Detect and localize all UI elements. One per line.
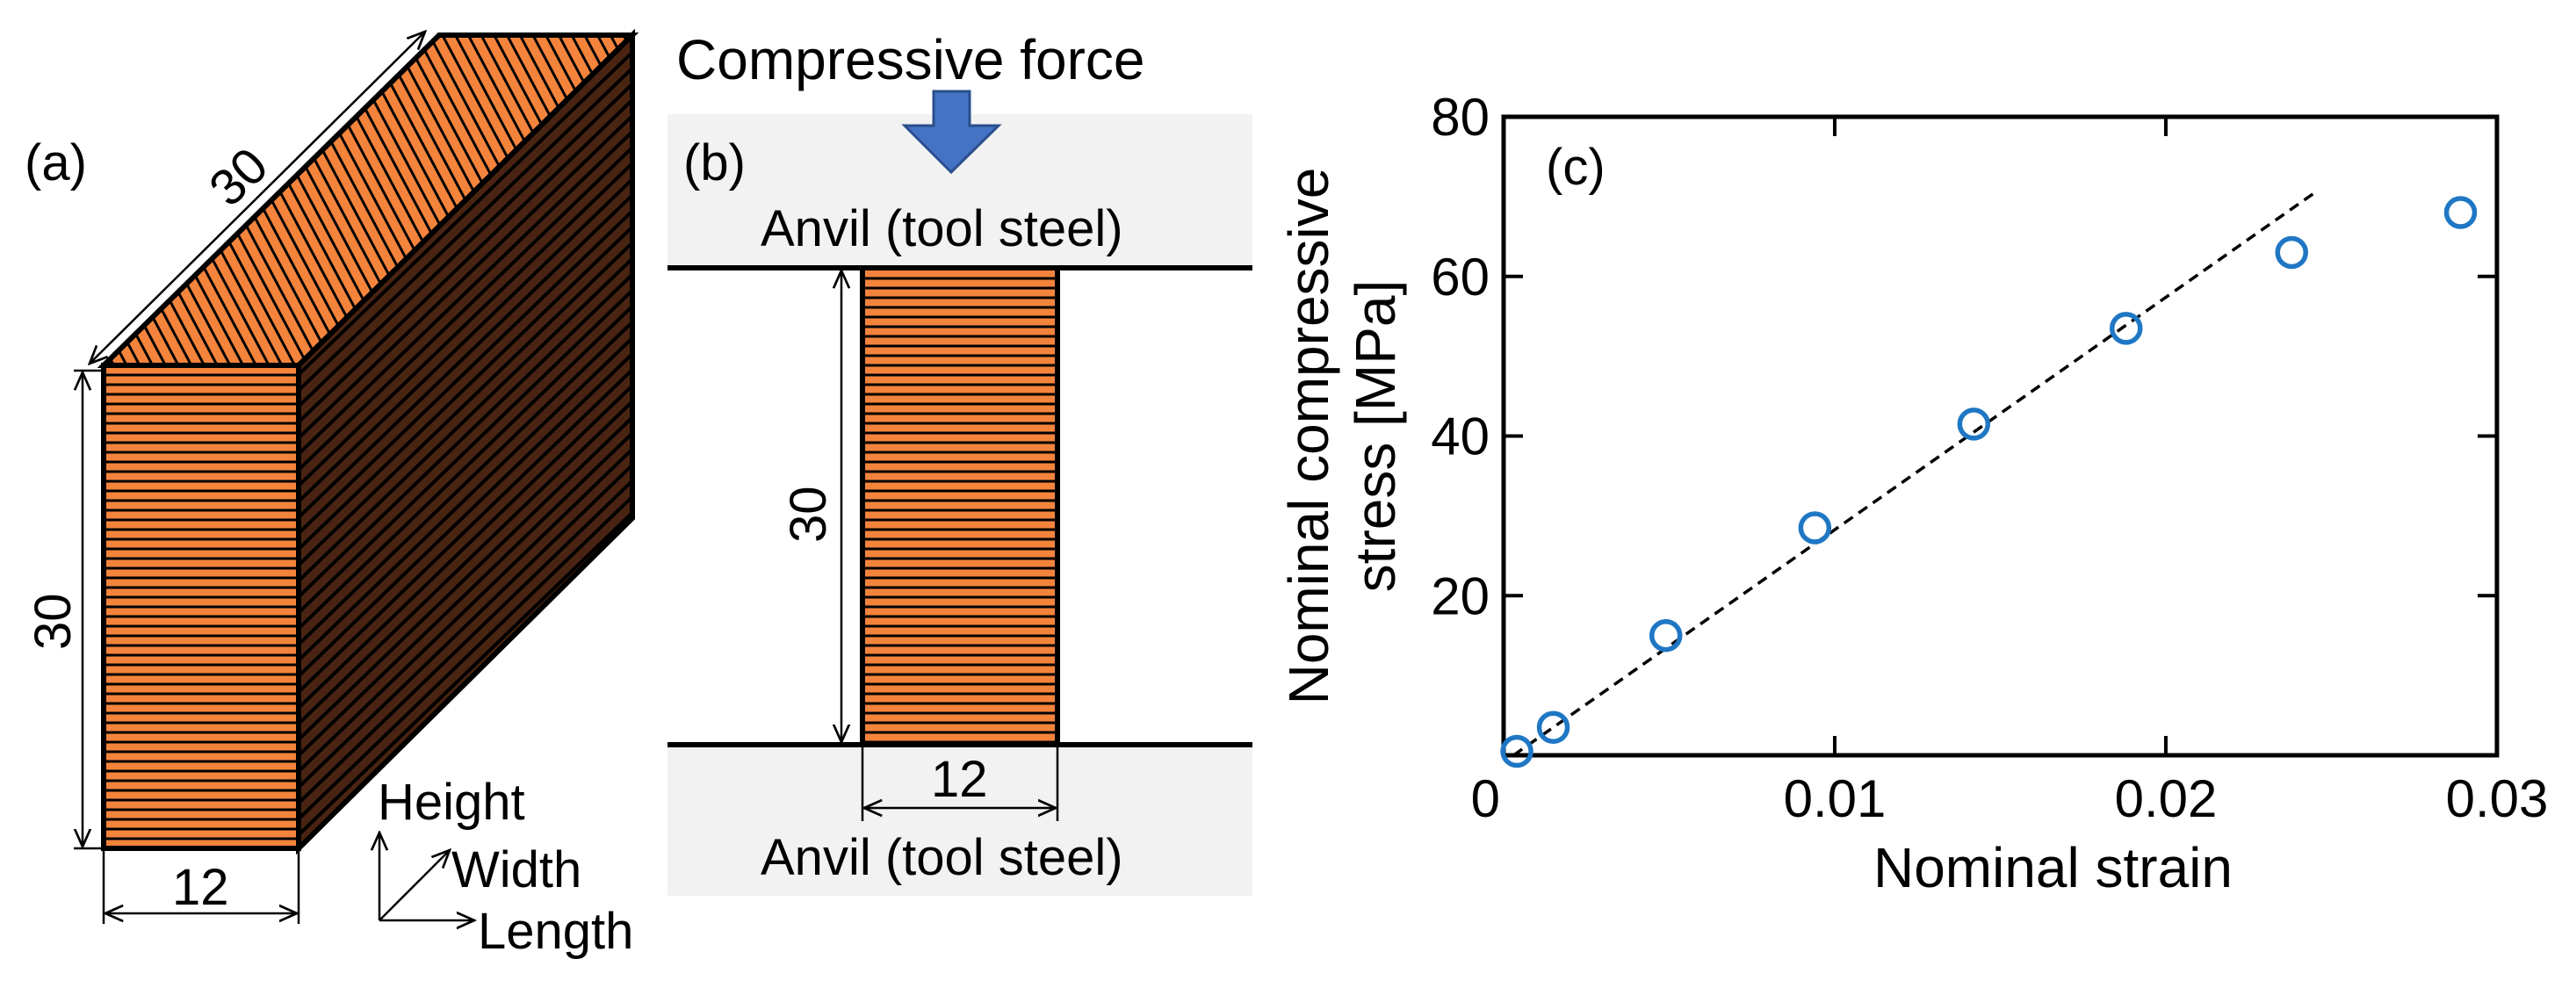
anvil-bottom bbox=[667, 745, 1252, 896]
data-point bbox=[1649, 618, 1683, 653]
x-tick-label: 0 bbox=[1471, 769, 1500, 828]
width-axis-arrow bbox=[379, 850, 450, 921]
panel-a-label: (a) bbox=[25, 134, 87, 191]
data-point bbox=[1957, 407, 1991, 441]
y-tick-label: 80 bbox=[1431, 88, 1490, 147]
top-dimension-arrow bbox=[90, 32, 425, 364]
x-axis-label: Nominal strain bbox=[1873, 836, 2233, 899]
data-point bbox=[2275, 235, 2309, 270]
y-axis-label-line-1: Nominal compressive bbox=[1277, 168, 1340, 705]
panel-b: Compressive force (b) Anvil (tool steel)… bbox=[667, 28, 1252, 896]
panel-b-label: (b) bbox=[683, 134, 746, 191]
panel-c-chart: (c) 20 40 60 80 0 0.01 0.02 0.03 Nominal compr… bbox=[1277, 88, 2548, 899]
anvil-bottom-label: Anvil (tool steel) bbox=[761, 829, 1123, 886]
y-tick-label: 20 bbox=[1431, 566, 1490, 625]
x-tick-label: 0.03 bbox=[2446, 769, 2549, 828]
specimen-cross-section bbox=[860, 265, 1060, 747]
y-axis-label-line-2: stress [MPa] bbox=[1344, 280, 1407, 593]
x-tick-label: 0.01 bbox=[1784, 769, 1887, 828]
force-down-arrow-icon bbox=[901, 90, 1002, 175]
plot-frame bbox=[1501, 114, 2500, 758]
length-axis-label: Length bbox=[478, 903, 633, 960]
specimen-width-label: 12 bbox=[931, 751, 988, 808]
anvil-top-label: Anvil (tool steel) bbox=[761, 200, 1123, 257]
y-tick-label: 40 bbox=[1431, 407, 1490, 466]
height-axis-label: Height bbox=[378, 774, 525, 831]
height-dimension-label: 30 bbox=[25, 593, 82, 650]
compressive-force-label: Compressive force bbox=[676, 28, 1145, 91]
width-dimension-label: 12 bbox=[172, 859, 229, 916]
data-point bbox=[1500, 734, 1533, 768]
specimen-height-label: 30 bbox=[780, 486, 837, 543]
y-tick-label: 60 bbox=[1431, 248, 1490, 306]
data-point bbox=[1536, 710, 1570, 744]
x-tick-label: 0.02 bbox=[2115, 769, 2218, 828]
data-point bbox=[2110, 312, 2143, 345]
linear-fit-line bbox=[1512, 191, 2316, 757]
data-point bbox=[2443, 196, 2478, 229]
block-front-face bbox=[101, 363, 301, 851]
panel-c-label: (c) bbox=[1546, 139, 1605, 196]
panel-a: (a) 30 30 12 Height Width Length bbox=[25, 28, 639, 960]
data-point bbox=[1798, 511, 1832, 544]
width-axis-label: Width bbox=[451, 841, 581, 898]
